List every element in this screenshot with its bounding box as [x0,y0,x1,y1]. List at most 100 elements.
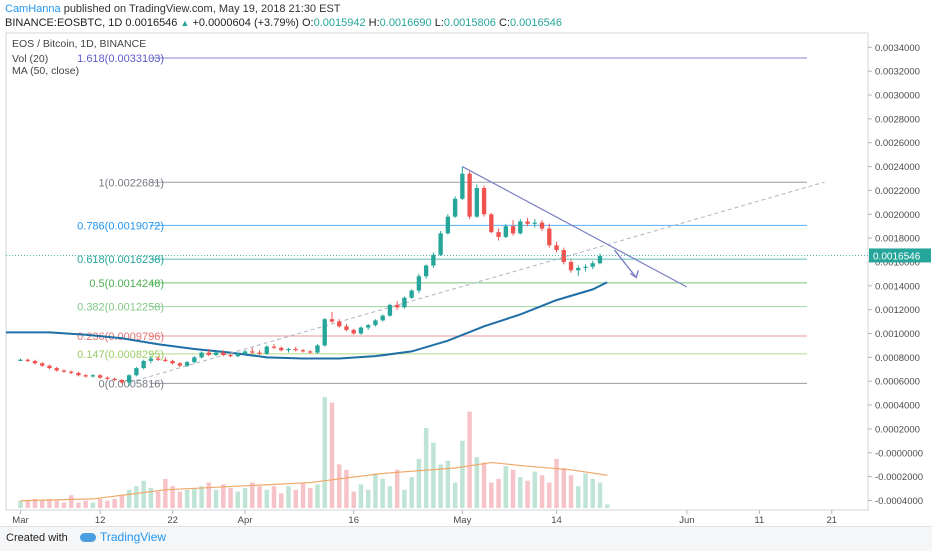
volume-bar [315,484,320,508]
volume-bar [402,489,407,508]
candle-body [235,353,240,357]
volume-bar [112,498,117,508]
created-with-text: Created with [6,532,68,544]
volume-bar [47,498,52,508]
candle-body [402,297,407,308]
open-value: 0.0015942 [313,17,366,29]
volume-bar [503,466,509,508]
x-tick-label: 22 [167,515,178,526]
candle-body [163,359,168,361]
candle-body [206,352,211,355]
x-tick-label: 21 [826,515,837,526]
volume-bar [590,478,595,508]
volume-bar [141,480,146,508]
fib-level-label: 0.618(0.0016238) [77,254,164,266]
y-tick-label: -0.0004000 [875,496,923,507]
y-tick-label: 0.0034000 [875,43,920,54]
candle-body [474,188,480,217]
support-trendline [129,181,825,383]
candle-body [547,228,552,246]
y-tick-label: -0.0000000 [875,448,923,459]
indicator-label: Vol (20) [12,53,48,65]
volume-bar [409,477,414,508]
x-tick-label: Mar [12,515,28,526]
candle-body [525,221,530,224]
y-tick-label: 0.0018000 [875,234,920,245]
volume-bar [547,482,552,508]
candle-body [126,375,132,383]
x-tick-label: 14 [551,515,562,526]
candle-body [61,370,67,372]
volume-bar [199,486,204,508]
volume-bar [177,491,183,508]
y-tick-label: 0.0032000 [875,67,920,78]
y-tick-label: 0.0002000 [875,424,920,435]
y-tick-label: 0.0006000 [875,377,920,388]
fib-level-label: 0.786(0.0019072) [77,220,164,232]
y-tick-label: -0.0002000 [875,472,923,483]
candle-body [503,226,508,237]
volume-bar [148,488,154,508]
volume-bar [380,478,385,508]
x-tick-label: Apr [238,515,253,526]
volume-bar [68,495,74,508]
volume-bar [351,491,356,508]
tradingview-logo[interactable]: TradingView [80,530,166,544]
volume-bar [481,462,487,508]
candle-body [199,352,204,358]
x-tick-label: May [453,515,471,526]
volume-bar [83,500,88,508]
volume-bar [438,464,443,508]
y-tick-label: 0.0026000 [875,138,920,149]
candle-body [394,304,400,308]
volume-bar [97,498,103,508]
candle-body [510,226,516,234]
candle-body [32,360,38,364]
y-tick-label: 0.0010000 [875,329,920,340]
volume-bar [221,484,226,508]
volume-bar [242,488,248,508]
candle-body [358,327,364,334]
candle-body [141,360,146,369]
current-price-label: 0.0016546 [873,251,921,262]
candle-body [387,304,393,316]
volume-bar [452,482,458,508]
volume-bar [474,457,480,508]
candle-body [213,352,219,355]
candle-body [264,346,269,354]
close-label: C: [498,17,510,29]
fib-level-label: 1(0.0022681) [99,177,164,189]
fib-level-label: 0.236(0.0009796) [77,331,164,343]
fib-level-label: 0(0.0005816) [99,378,164,390]
y-tick-label: 0.0024000 [875,162,920,173]
y-tick-label: 0.0022000 [875,186,920,197]
candle-body [409,290,414,298]
volume-bar [489,482,494,508]
volume-bar [286,486,291,508]
volume-bar [387,486,393,508]
candle-body [177,363,183,366]
volume-bar [170,486,175,508]
volume-bar [206,482,212,508]
volume-bar [496,478,501,508]
candle-body [192,357,197,363]
volume-bar [445,460,451,508]
fib-level-label: 1.618(0.0033103) [77,53,164,65]
candle-body [539,222,545,229]
candle-body [416,276,422,291]
candle-body [380,315,385,321]
author-name[interactable]: CamHanna [5,3,61,15]
volume-bar [300,482,306,508]
volume-bar [604,504,610,508]
volume-bar [365,489,371,508]
candle-body [184,362,190,366]
chart-title: EOS / Bitcoin, 1D, BINANCE [12,38,146,50]
candle-body [576,267,581,271]
price-chart[interactable]: EOS / Bitcoin, 1D, BINANCE Vol (20)MA (50… [0,0,932,526]
y-tick-label: 0.0028000 [875,114,920,125]
volume-bar [329,402,335,508]
volume-bar [235,491,241,508]
candle-body [366,325,371,328]
volume-bar [134,486,139,508]
low-value: 0.0015806 [443,17,496,29]
